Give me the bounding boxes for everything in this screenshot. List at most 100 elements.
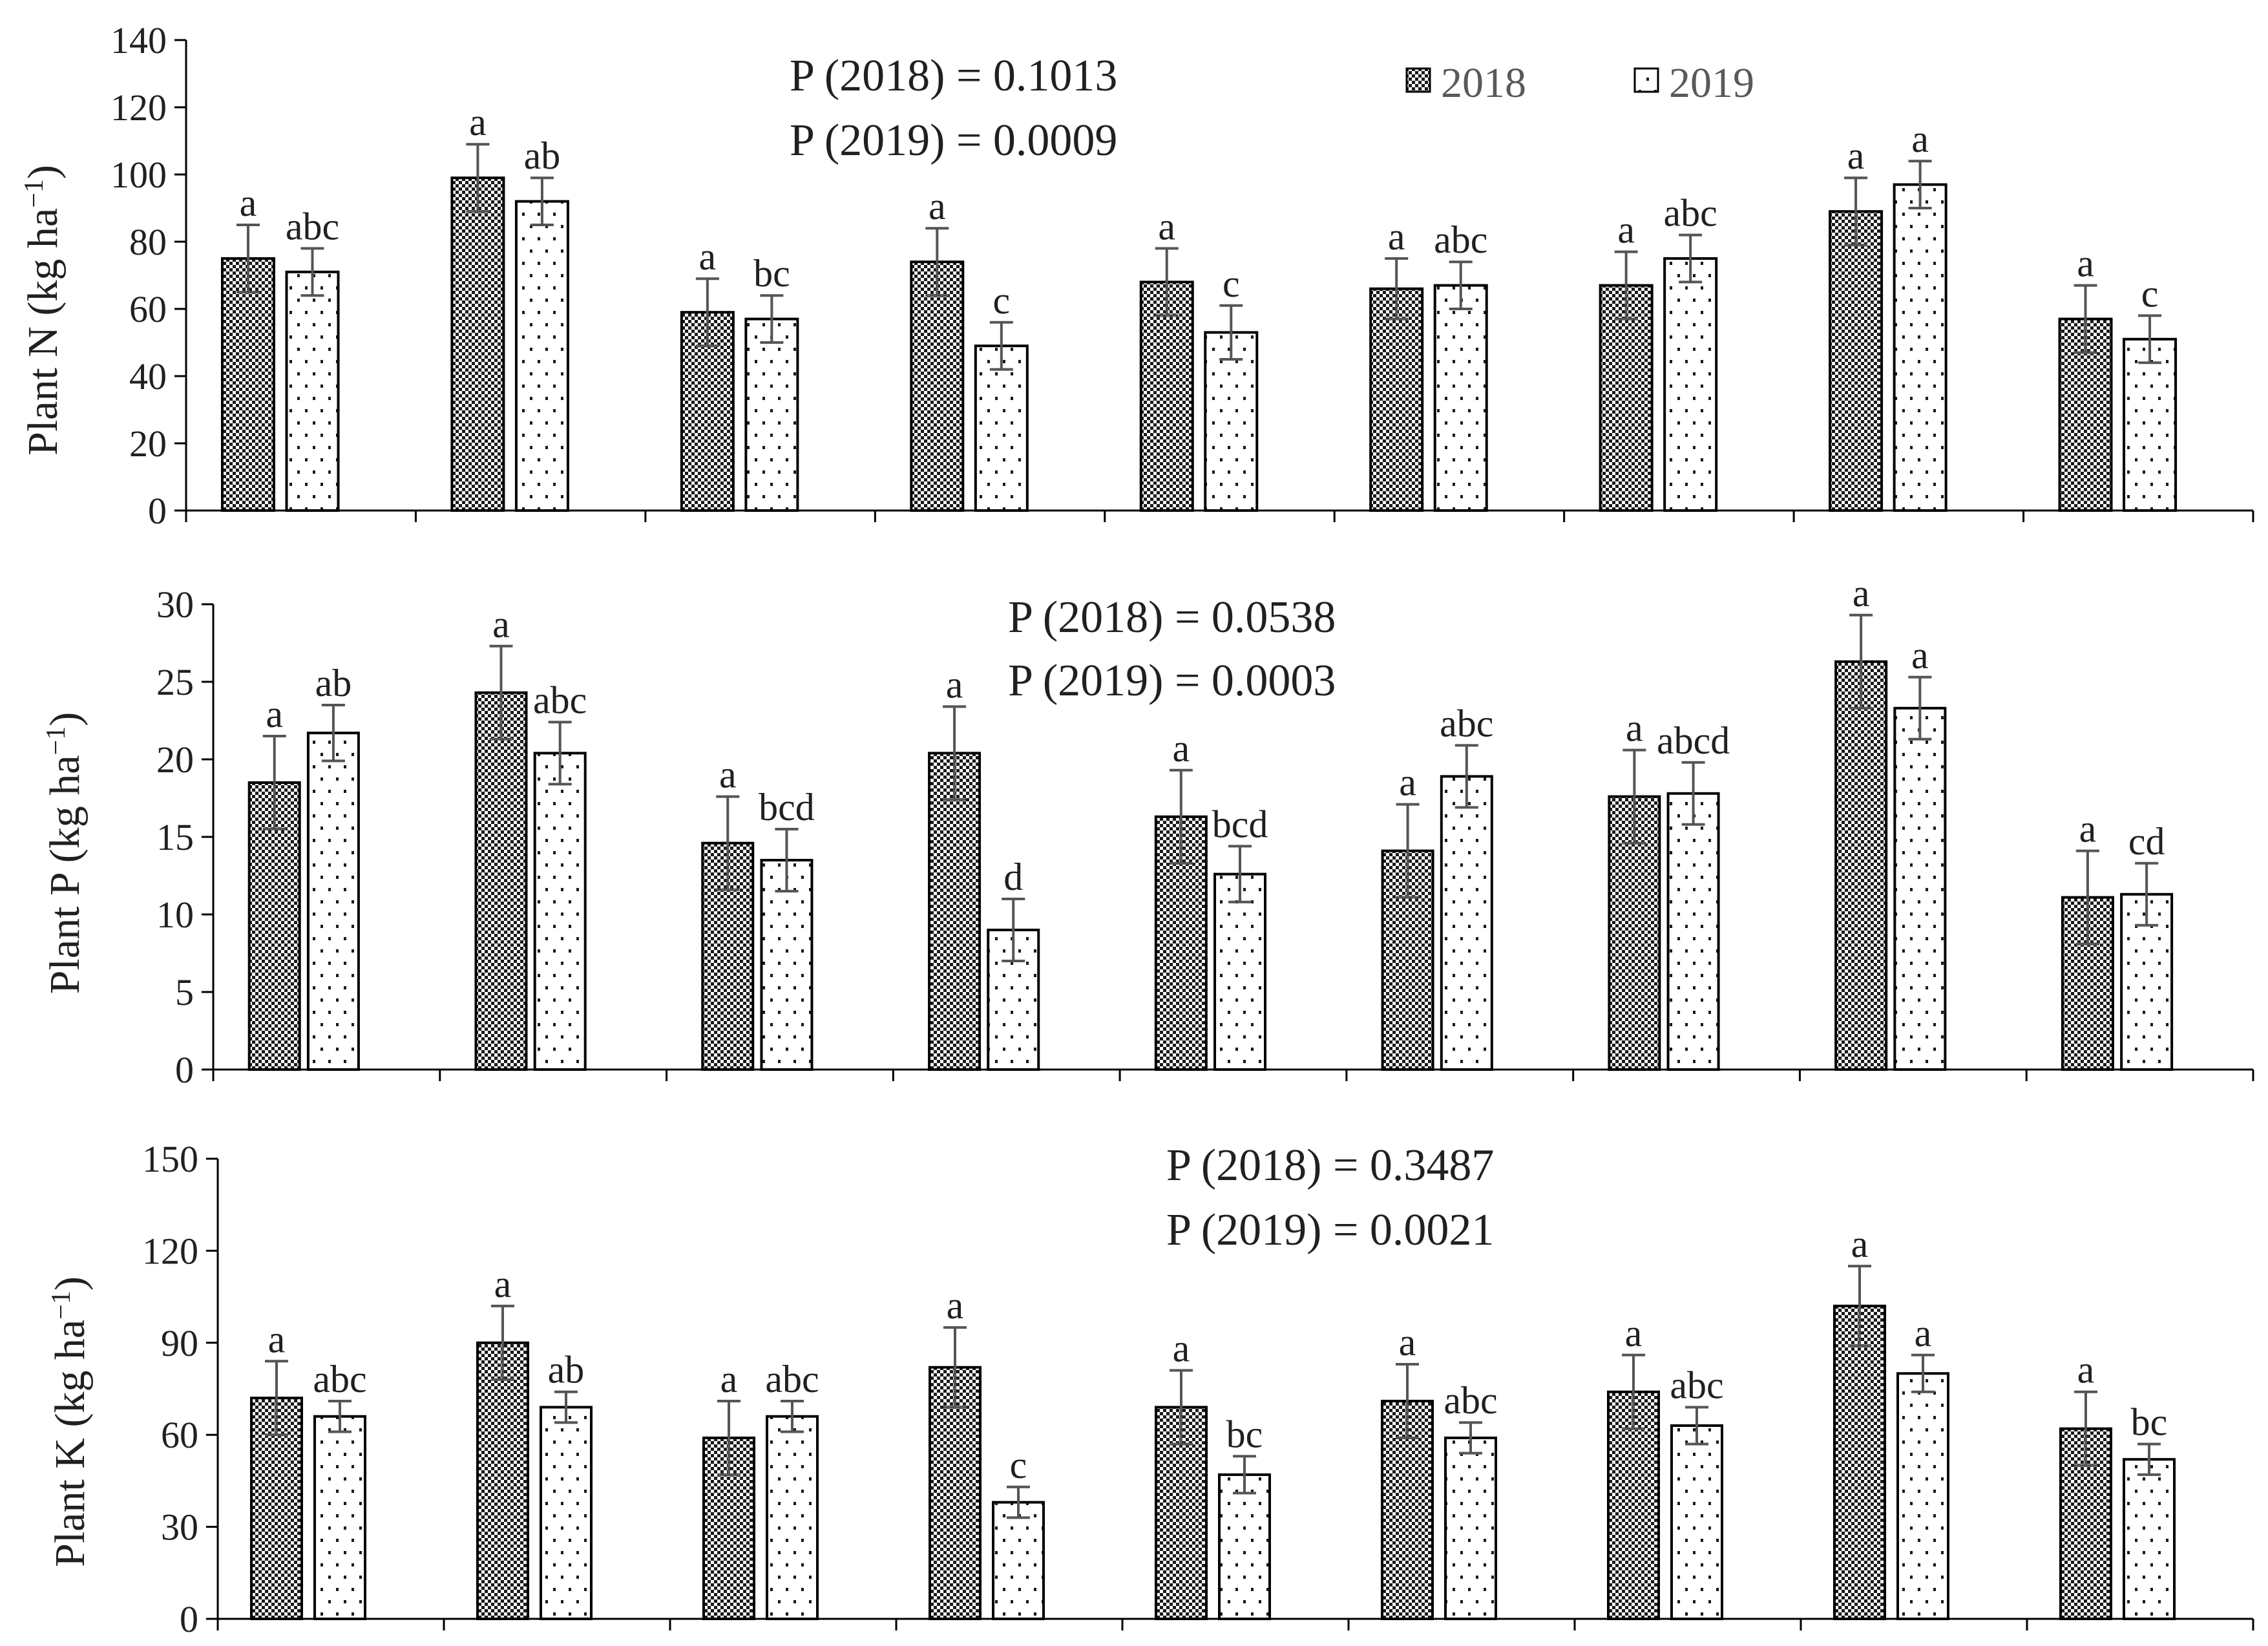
sig-letter-n-2018: a [469,101,487,143]
y-tick-label-p: 20 [156,739,194,781]
bar-p-2019 [1893,706,1947,1071]
sig-letter-n-2019: abc [286,205,339,248]
sig-letter-k-2019: bc [2131,1400,2168,1443]
bar-n-2019 [514,200,569,512]
bar-n-2018 [1829,210,1884,512]
sig-letter-p-2019: bcd [759,786,815,828]
sig-letter-n-2018: a [1158,205,1175,248]
sig-letter-p-2018: a [946,663,963,706]
sig-letter-n-2019: c [1223,262,1240,305]
sig-letter-k-2018: a [947,1284,964,1327]
sig-letter-p-2019: cd [2128,820,2165,863]
p-value-p-2019: P (2019) = 0.0003 [1008,656,1336,706]
sig-letter-p-2018: a [1626,707,1643,750]
sig-letter-n-2019: abc [1664,192,1717,235]
sig-letter-p-2018: a [2079,808,2097,850]
legend-swatch-2018 [1405,67,1431,93]
sig-letter-p-2018: a [266,693,283,735]
bar-n-2018 [1139,280,1194,512]
bar-k-2018 [476,1341,529,1621]
bar-n-2019 [1204,331,1259,512]
sig-letter-n-2018: a [1847,134,1865,177]
sig-letter-n-2019: abc [1434,218,1487,261]
sig-letter-k-2019: abc [765,1358,819,1400]
bar-k-2018 [929,1366,982,1621]
y-tick-label-p: 0 [175,1049,194,1091]
bar-k-2019 [2123,1458,2176,1620]
bar-p-2019 [533,752,587,1071]
bar-k-2019 [313,1415,366,1620]
bar-p-2018 [1834,660,1888,1071]
y-tick-label-n: 40 [129,355,167,397]
sig-letter-k-2018: a [2077,1349,2095,1391]
bar-k-2018 [1381,1399,1434,1620]
y-tick-label-p: 30 [156,584,194,626]
sig-letter-k-2019: abc [1670,1364,1723,1406]
sig-letter-n-2018: a [699,235,717,278]
p-value-n-2019: P (2019) = 0.0009 [790,116,1117,165]
bar-k-2019 [1670,1424,1723,1620]
legend-swatch-2019 [1633,67,1659,93]
sig-letter-k-2019: ab [548,1349,585,1391]
y-tick-label-p: 15 [156,816,194,858]
bar-k-2019 [540,1406,593,1620]
y-tick-label-k: 150 [142,1138,198,1180]
p-value-k-2018: P (2018) = 0.3487 [1166,1141,1494,1190]
bar-n-2018 [910,260,965,512]
bar-n-2019 [1433,284,1488,512]
sig-letter-k-2018: a [1625,1312,1643,1355]
bar-k-2019 [1444,1436,1497,1621]
p-value-k-2019: P (2019) = 0.0021 [1166,1205,1494,1255]
sig-letter-p-2019: abc [533,679,587,721]
bar-k-2019 [992,1501,1045,1621]
sig-letter-n-2019: bc [753,252,790,295]
y-tick-label-p: 10 [156,894,194,936]
sig-letter-n-2019: ab [524,134,561,177]
bar-n-2019 [2123,337,2178,512]
y-axis-title-p: Plant P (kg ha−1) [41,712,89,994]
sig-letter-n-2018: a [240,182,257,224]
sig-letter-k-2018: a [268,1318,286,1360]
sig-letter-p-2019: a [1911,634,1929,677]
y-tick-label-k: 60 [161,1414,198,1456]
bar-n-2019 [744,317,799,512]
sig-letter-k-2018: a [494,1263,512,1305]
sig-letter-k-2018: a [1399,1321,1416,1364]
sig-letter-k-2018: a [1173,1327,1190,1370]
sig-letter-k-2018: a [720,1358,738,1400]
y-axis-title-n: Plant N (kg ha−1) [19,165,67,456]
y-tick-label-n: 80 [129,221,167,263]
bar-p-2019 [1440,775,1493,1071]
y-axis-title-k: Plant K (kg ha−1) [47,1276,94,1567]
sig-letter-p-2018: a [719,754,737,796]
sig-letter-n-2018: a [1388,215,1405,258]
bar-p-2019 [1213,872,1267,1071]
y-tick-label-p: 25 [156,661,194,703]
p-value-n-2018: P (2018) = 0.1013 [790,51,1117,101]
y-tick-label-k: 0 [180,1598,198,1640]
bar-p-2018 [474,691,528,1071]
sig-letter-k-2018: a [1851,1223,1869,1265]
sig-letter-n-2019: c [993,279,1011,322]
sig-letter-n-2018: a [929,185,946,227]
y-tick-label-p: 5 [175,971,194,1013]
bar-k-2019 [766,1415,819,1620]
sig-letter-k-2019: c [1010,1444,1027,1486]
sig-letter-p-2018: a [1399,761,1416,804]
legend-label-2019: 2019 [1669,59,1754,107]
bar-n-2018 [450,176,505,512]
sig-letter-k-2019: bc [1226,1413,1263,1455]
bar-k-2019 [1218,1473,1271,1621]
sig-letter-n-2018: a [2077,242,2094,285]
bar-p-2019 [1666,792,1720,1071]
sig-letter-p-2019: abcd [1657,719,1730,762]
sig-letter-p-2019: bcd [1212,803,1268,845]
sig-letter-p-2019: abc [1440,702,1493,744]
bar-k-2018 [1833,1304,1886,1620]
y-tick-label-n: 120 [110,87,167,129]
sig-letter-k-2019: abc [1444,1379,1497,1422]
